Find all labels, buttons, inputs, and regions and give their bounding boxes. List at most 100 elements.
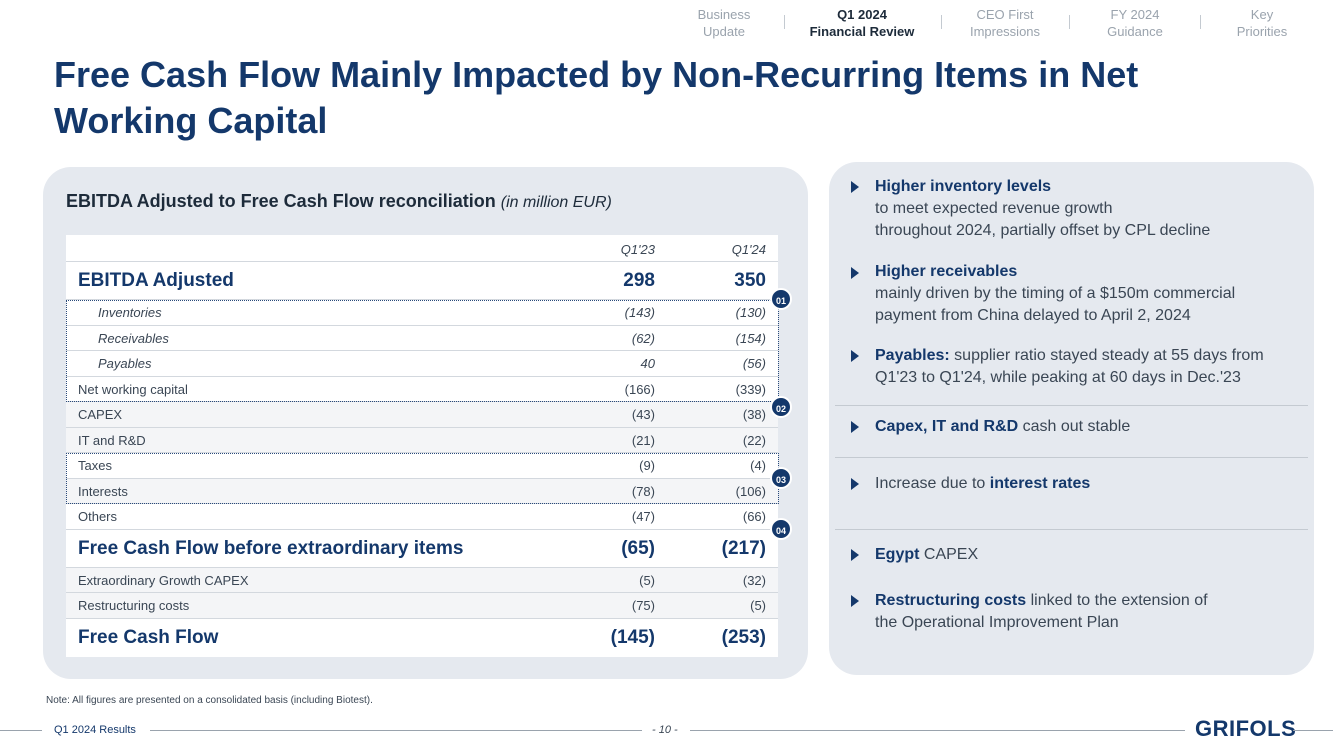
table-row: Extraordinary Growth CAPEX (5) (32)	[66, 567, 778, 593]
bullet-text: supplier ratio stayed steady at 55 days …	[949, 347, 1264, 364]
bullet-payables: Payables: supplier ratio stayed steady a…	[875, 345, 1295, 389]
bullet-bold: Higher inventory levels	[875, 178, 1052, 195]
row-value-q1-24: (130)	[735, 305, 766, 320]
bullet-arrow-icon	[851, 478, 859, 490]
row-label: CAPEX	[78, 407, 123, 422]
nav-line: Priorities	[1236, 24, 1288, 39]
bullet-line: throughout 2024, partially offset by CPL…	[875, 222, 1211, 239]
footer-rule	[1293, 730, 1333, 731]
row-label: Free Cash Flow	[78, 626, 219, 648]
row-value-q1-24: (66)	[742, 509, 766, 524]
row-value-q1-24: (4)	[750, 458, 766, 473]
row-label: Others	[78, 509, 118, 524]
footer-rule	[690, 730, 1185, 731]
row-value-q1-23: (75)	[631, 598, 655, 613]
row-label: IT and R&D	[78, 432, 146, 448]
row-value-q1-23: (166)	[624, 381, 655, 397]
divider	[835, 529, 1308, 530]
nav-line: Impressions	[969, 24, 1041, 39]
row-value-q1-24: (217)	[721, 537, 766, 559]
bullet-text: cash out stable	[1018, 418, 1131, 435]
row-value-q1-23: (78)	[631, 483, 655, 499]
nav-divider	[941, 15, 942, 29]
row-value-q1-24: (56)	[742, 356, 766, 371]
page-number: - 10 -	[652, 724, 678, 736]
row-value-q1-24: (339)	[735, 381, 766, 397]
nav-line: Guidance	[1107, 24, 1163, 39]
nav-divider	[1069, 15, 1070, 29]
row-value-q1-24: (32)	[742, 572, 766, 588]
row-value-q1-23: (143)	[624, 305, 655, 320]
row-value-q1-23: (21)	[631, 432, 655, 448]
bullet-bold: interest rates	[989, 475, 1091, 492]
nav-line: CEO First	[976, 7, 1034, 22]
bullet-line: the Operational Improvement Plan	[875, 614, 1119, 631]
badge-02: 02	[770, 396, 792, 418]
bullet-line: to meet expected revenue growth	[875, 200, 1113, 217]
row-label: Free Cash Flow before extraordinary item…	[78, 537, 464, 559]
grifols-logo: GRIFOLS	[1195, 716, 1297, 741]
row-label: Payables	[98, 356, 152, 371]
row-label: Restructuring costs	[78, 598, 190, 613]
bullet-inventory: Higher inventory levels to meet expected…	[875, 176, 1295, 242]
bullet-bold: Capex, IT and R&D	[875, 418, 1019, 435]
bullet-arrow-icon	[851, 350, 859, 362]
row-label: Receivables	[98, 330, 169, 346]
divider	[835, 457, 1308, 458]
bullet-line: payment from China delayed to April 2, 2…	[875, 307, 1191, 324]
row-label: Taxes	[78, 458, 112, 473]
bullet-arrow-icon	[851, 421, 859, 433]
table-row: IT and R&D (21) (22)	[66, 427, 778, 453]
top-navigation: Business Update Q1 2024 Financial Review…	[0, 6, 1333, 42]
row-value-q1-24: (253)	[721, 626, 766, 648]
row-value-q1-24: (106)	[735, 483, 766, 499]
bullet-line: mainly driven by the timing of a $150m c…	[875, 285, 1236, 302]
nav-divider	[784, 15, 785, 29]
nav-line: FY 2024	[1110, 7, 1160, 22]
bullet-bold: Higher receivables	[875, 263, 1018, 280]
badge-01: 01	[770, 288, 792, 310]
nav-fy-guidance[interactable]: FY 2024 Guidance	[1098, 6, 1172, 40]
column-header-q1-23: Q1'23	[620, 242, 655, 257]
bullet-receivables: Higher receivables mainly driven by the …	[875, 261, 1295, 327]
nav-ceo-impressions[interactable]: CEO First Impressions	[962, 6, 1048, 40]
bullet-text: Increase due to	[875, 475, 990, 492]
table-header-row: Q1'23 Q1'24	[66, 235, 778, 262]
row-value-q1-23: 298	[623, 270, 655, 291]
row-value-q1-23: (145)	[610, 626, 655, 648]
nav-key-priorities[interactable]: Key Priorities	[1230, 6, 1294, 40]
divider	[835, 405, 1308, 406]
bullet-egypt: Egypt CAPEX	[875, 544, 1295, 566]
nav-divider	[1200, 15, 1201, 29]
table-row: Inventories (143) (130)	[66, 300, 778, 326]
page-title: Free Cash Flow Mainly Impacted by Non-Re…	[54, 54, 1139, 141]
row-value-q1-24: (154)	[735, 330, 766, 346]
bullet-bold: Restructuring costs	[875, 592, 1027, 609]
badge-03: 03	[770, 467, 792, 489]
bullet-line: Q1'23 to Q1'24, while peaking at 60 days…	[875, 369, 1241, 386]
column-header-q1-24: Q1'24	[731, 242, 766, 257]
row-label: Net working capital	[78, 381, 188, 397]
table-row: Restructuring costs (75) (5)	[66, 593, 778, 619]
row-value-q1-24: (22)	[742, 432, 766, 448]
nav-line: Update	[703, 24, 745, 39]
table-row: Others (47) (66)	[66, 504, 778, 530]
nav-financial-review[interactable]: Q1 2024 Financial Review	[800, 6, 924, 40]
row-label: EBITDA Adjusted	[78, 270, 234, 291]
table-row: Payables 40 (56)	[66, 351, 778, 377]
bullet-text: CAPEX	[919, 546, 979, 563]
nav-business-update[interactable]: Business Update	[690, 6, 758, 40]
row-value-q1-24: (38)	[742, 407, 766, 422]
table-row: CAPEX (43) (38)	[66, 402, 778, 428]
row-label: Interests	[78, 483, 128, 499]
footnote: Note: All figures are presented on a con…	[46, 695, 373, 706]
table-row: Free Cash Flow before extraordinary item…	[66, 530, 778, 568]
badge-04: 04	[770, 518, 792, 540]
bullet-arrow-icon	[851, 549, 859, 561]
table-row: Receivables (62) (154)	[66, 326, 778, 351]
table-row: Net working capital (166) (339)	[66, 377, 778, 402]
nav-line: Q1 2024	[837, 7, 887, 22]
bullet-text: linked to the extension of	[1026, 592, 1208, 609]
footer-rule	[0, 730, 42, 731]
reconciliation-table: Q1'23 Q1'24 EBITDA Adjusted 298 350 Inve…	[66, 235, 778, 657]
